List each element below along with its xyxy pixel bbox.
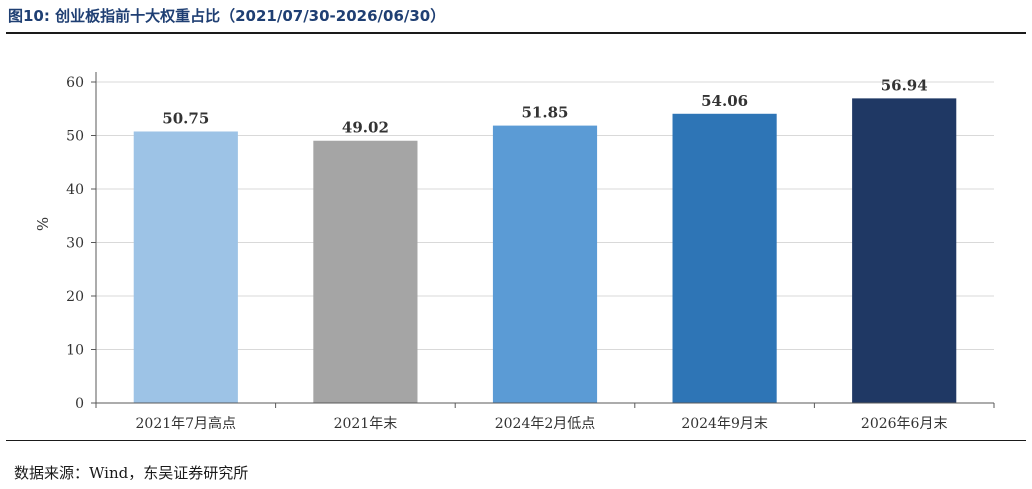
bar-value-label: 51.85: [522, 104, 569, 122]
y-tick-label: 30: [66, 236, 84, 252]
bottom-rule: [6, 440, 1026, 441]
x-tick-label: 2021年末: [334, 416, 398, 432]
top-rule: [6, 32, 1026, 34]
y-tick-label: 10: [66, 343, 84, 359]
bar: [133, 131, 238, 404]
bar: [313, 140, 418, 404]
y-tick-label: 40: [66, 182, 84, 198]
x-tick-label: 2021年7月高点: [136, 415, 237, 432]
figure-title: 图10: 创业板指前十大权重占比（2021/07/30-2026/06/30）: [8, 7, 446, 25]
bar: [492, 125, 598, 403]
bars: [133, 98, 957, 404]
bar-value-label: 56.94: [881, 76, 928, 94]
y-tick-label: 0: [75, 396, 84, 412]
x-tick-label: 2026年6月末: [861, 416, 948, 432]
bar: [852, 98, 957, 403]
source-note: 数据来源：Wind，东吴证券研究所: [14, 464, 249, 482]
bar-value-label: 54.06: [701, 92, 748, 110]
bar: [672, 113, 777, 404]
x-axis-ticks: 2021年7月高点 2021年末 2024年2月低点 2024年9月末 2026年6月末: [95, 403, 995, 432]
y-tick-label: 50: [66, 129, 84, 145]
y-tick-label: 60: [66, 75, 84, 91]
x-tick-label: 2024年2月低点: [495, 416, 596, 432]
y-tick-label: 20: [66, 289, 84, 305]
bar-value-label: 50.75: [162, 109, 209, 127]
y-axis-label: %: [34, 217, 52, 231]
bar-value-label: 49.02: [342, 119, 389, 137]
y-axis-ticks: 0 10 20 30 40 50 60: [66, 75, 96, 412]
x-tick-label: 2024年9月末: [681, 416, 768, 432]
data-labels: 50.75 49.02 51.85 54.06 56.94: [162, 76, 927, 136]
